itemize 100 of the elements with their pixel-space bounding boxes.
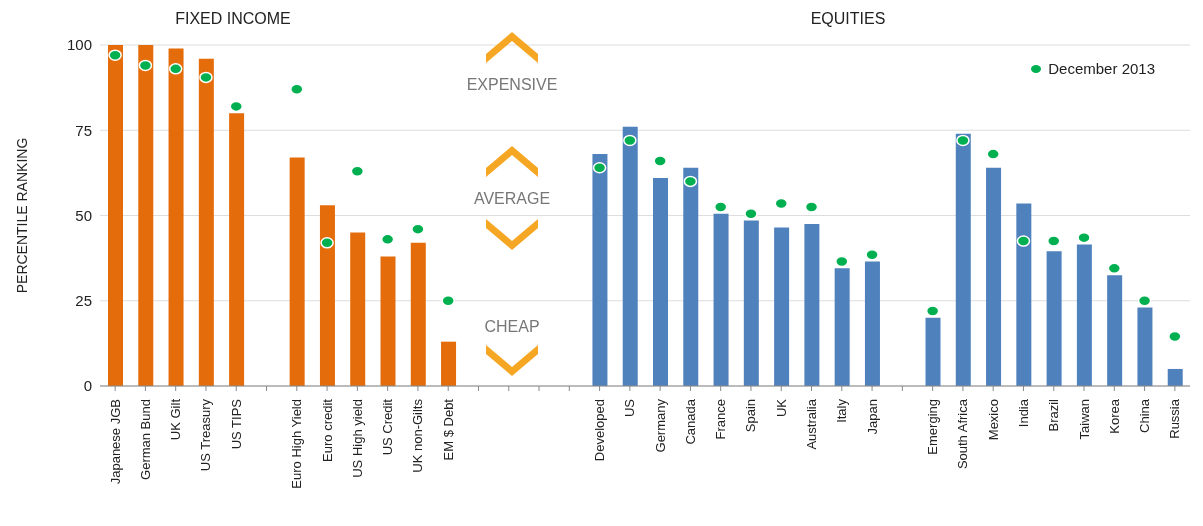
y-tick-label: 50 [75, 206, 92, 224]
x-tick-label: India [1015, 398, 1031, 428]
bar [138, 45, 154, 386]
x-tick-label: Euro credit [319, 398, 335, 462]
bar [229, 113, 245, 386]
bar [380, 256, 396, 386]
text: EQUITIES [810, 9, 886, 27]
x-tick-label: Developed [592, 399, 608, 462]
bar [986, 167, 1002, 386]
bar [350, 232, 366, 386]
x-tick-label: Russia [1167, 398, 1183, 439]
x-tick-label: Germany [652, 398, 668, 453]
bar [683, 167, 699, 386]
x-tick-label: Emerging [925, 399, 941, 455]
bar [1107, 275, 1123, 386]
bar [1167, 368, 1183, 386]
x-tick-label: Canada [682, 398, 698, 445]
point [350, 165, 365, 177]
point [1077, 231, 1091, 244]
point [320, 237, 334, 249]
x-tick-label: Japanese JGB [107, 399, 123, 485]
point [229, 100, 243, 113]
point [290, 83, 304, 96]
bar [925, 317, 941, 386]
bar [592, 154, 608, 386]
x-tick-label: Korea [1106, 398, 1122, 434]
bar [955, 133, 971, 386]
point [956, 134, 970, 147]
point [592, 162, 607, 174]
x-tick-label: UK Gilt [168, 398, 184, 441]
x-tick-label: German Bund [137, 399, 153, 480]
point [774, 197, 788, 210]
x-tick-label: UK non-Gilts [410, 398, 426, 473]
x-tick-label: Japan [864, 399, 880, 435]
annotation: CHEAP [484, 317, 540, 335]
point [168, 63, 183, 75]
legend-label: December 2013 [1048, 60, 1155, 77]
bar [804, 224, 820, 386]
x-tick-label: Australia [804, 398, 820, 450]
point [683, 175, 698, 188]
point [1047, 235, 1061, 247]
point [199, 71, 213, 84]
y-tick-label: 0 [83, 377, 92, 395]
point [744, 208, 758, 220]
x-tick-label: China [1137, 398, 1153, 433]
bar [168, 48, 184, 386]
point [1107, 262, 1122, 275]
point [986, 148, 1000, 160]
text: FIXED INCOME [175, 9, 291, 27]
x-tick-label: Taiwan [1076, 399, 1092, 440]
annotation: AVERAGE [473, 189, 551, 207]
x-tick-label: US TIPS [228, 398, 244, 450]
point [411, 223, 425, 235]
x-tick-label: US Treasury [198, 398, 214, 472]
point [865, 248, 879, 261]
bar [410, 242, 426, 386]
y-tick-label: 100 [66, 36, 92, 54]
annotation: EXPENSIVE [466, 75, 558, 93]
x-tick-label: US [622, 398, 638, 418]
y-tick-label: 25 [75, 292, 92, 310]
x-tick-label: South Africa [955, 398, 971, 470]
point [1168, 330, 1182, 343]
point [804, 201, 819, 213]
x-tick-label: EM $ Debt [440, 398, 456, 461]
bar [713, 213, 729, 386]
point [138, 59, 153, 72]
point [653, 155, 667, 167]
bar [1137, 307, 1153, 386]
point [713, 201, 728, 213]
bar [743, 220, 759, 386]
point [623, 134, 637, 147]
bar [653, 177, 668, 386]
x-tick-label: US Credit [380, 398, 396, 456]
y-tick-label: 75 [75, 121, 92, 139]
bar [834, 268, 850, 386]
point [108, 49, 122, 61]
x-tick-label: France [713, 399, 729, 440]
x-tick-label: Brazil [1046, 398, 1062, 432]
point [925, 305, 940, 317]
bar [1016, 203, 1032, 386]
point [1016, 235, 1031, 247]
x-tick-label: US High yield [349, 399, 365, 478]
bar [1046, 251, 1062, 386]
point [441, 295, 455, 307]
x-tick-label: Spain [743, 399, 759, 433]
point [1137, 295, 1152, 307]
x-tick-label: UK [773, 398, 789, 418]
bar [622, 126, 638, 386]
bar [289, 157, 305, 386]
x-tick-label: Mexico [985, 399, 1001, 441]
point [380, 233, 395, 246]
bar [1076, 244, 1092, 386]
point [835, 255, 849, 268]
bar [198, 58, 214, 386]
y-axis-title: PERCENTILE RANKING [13, 137, 30, 294]
bar [108, 45, 123, 386]
bar [319, 205, 335, 386]
x-tick-label: Italy [834, 398, 850, 423]
bar [864, 261, 880, 386]
bar [774, 227, 790, 386]
